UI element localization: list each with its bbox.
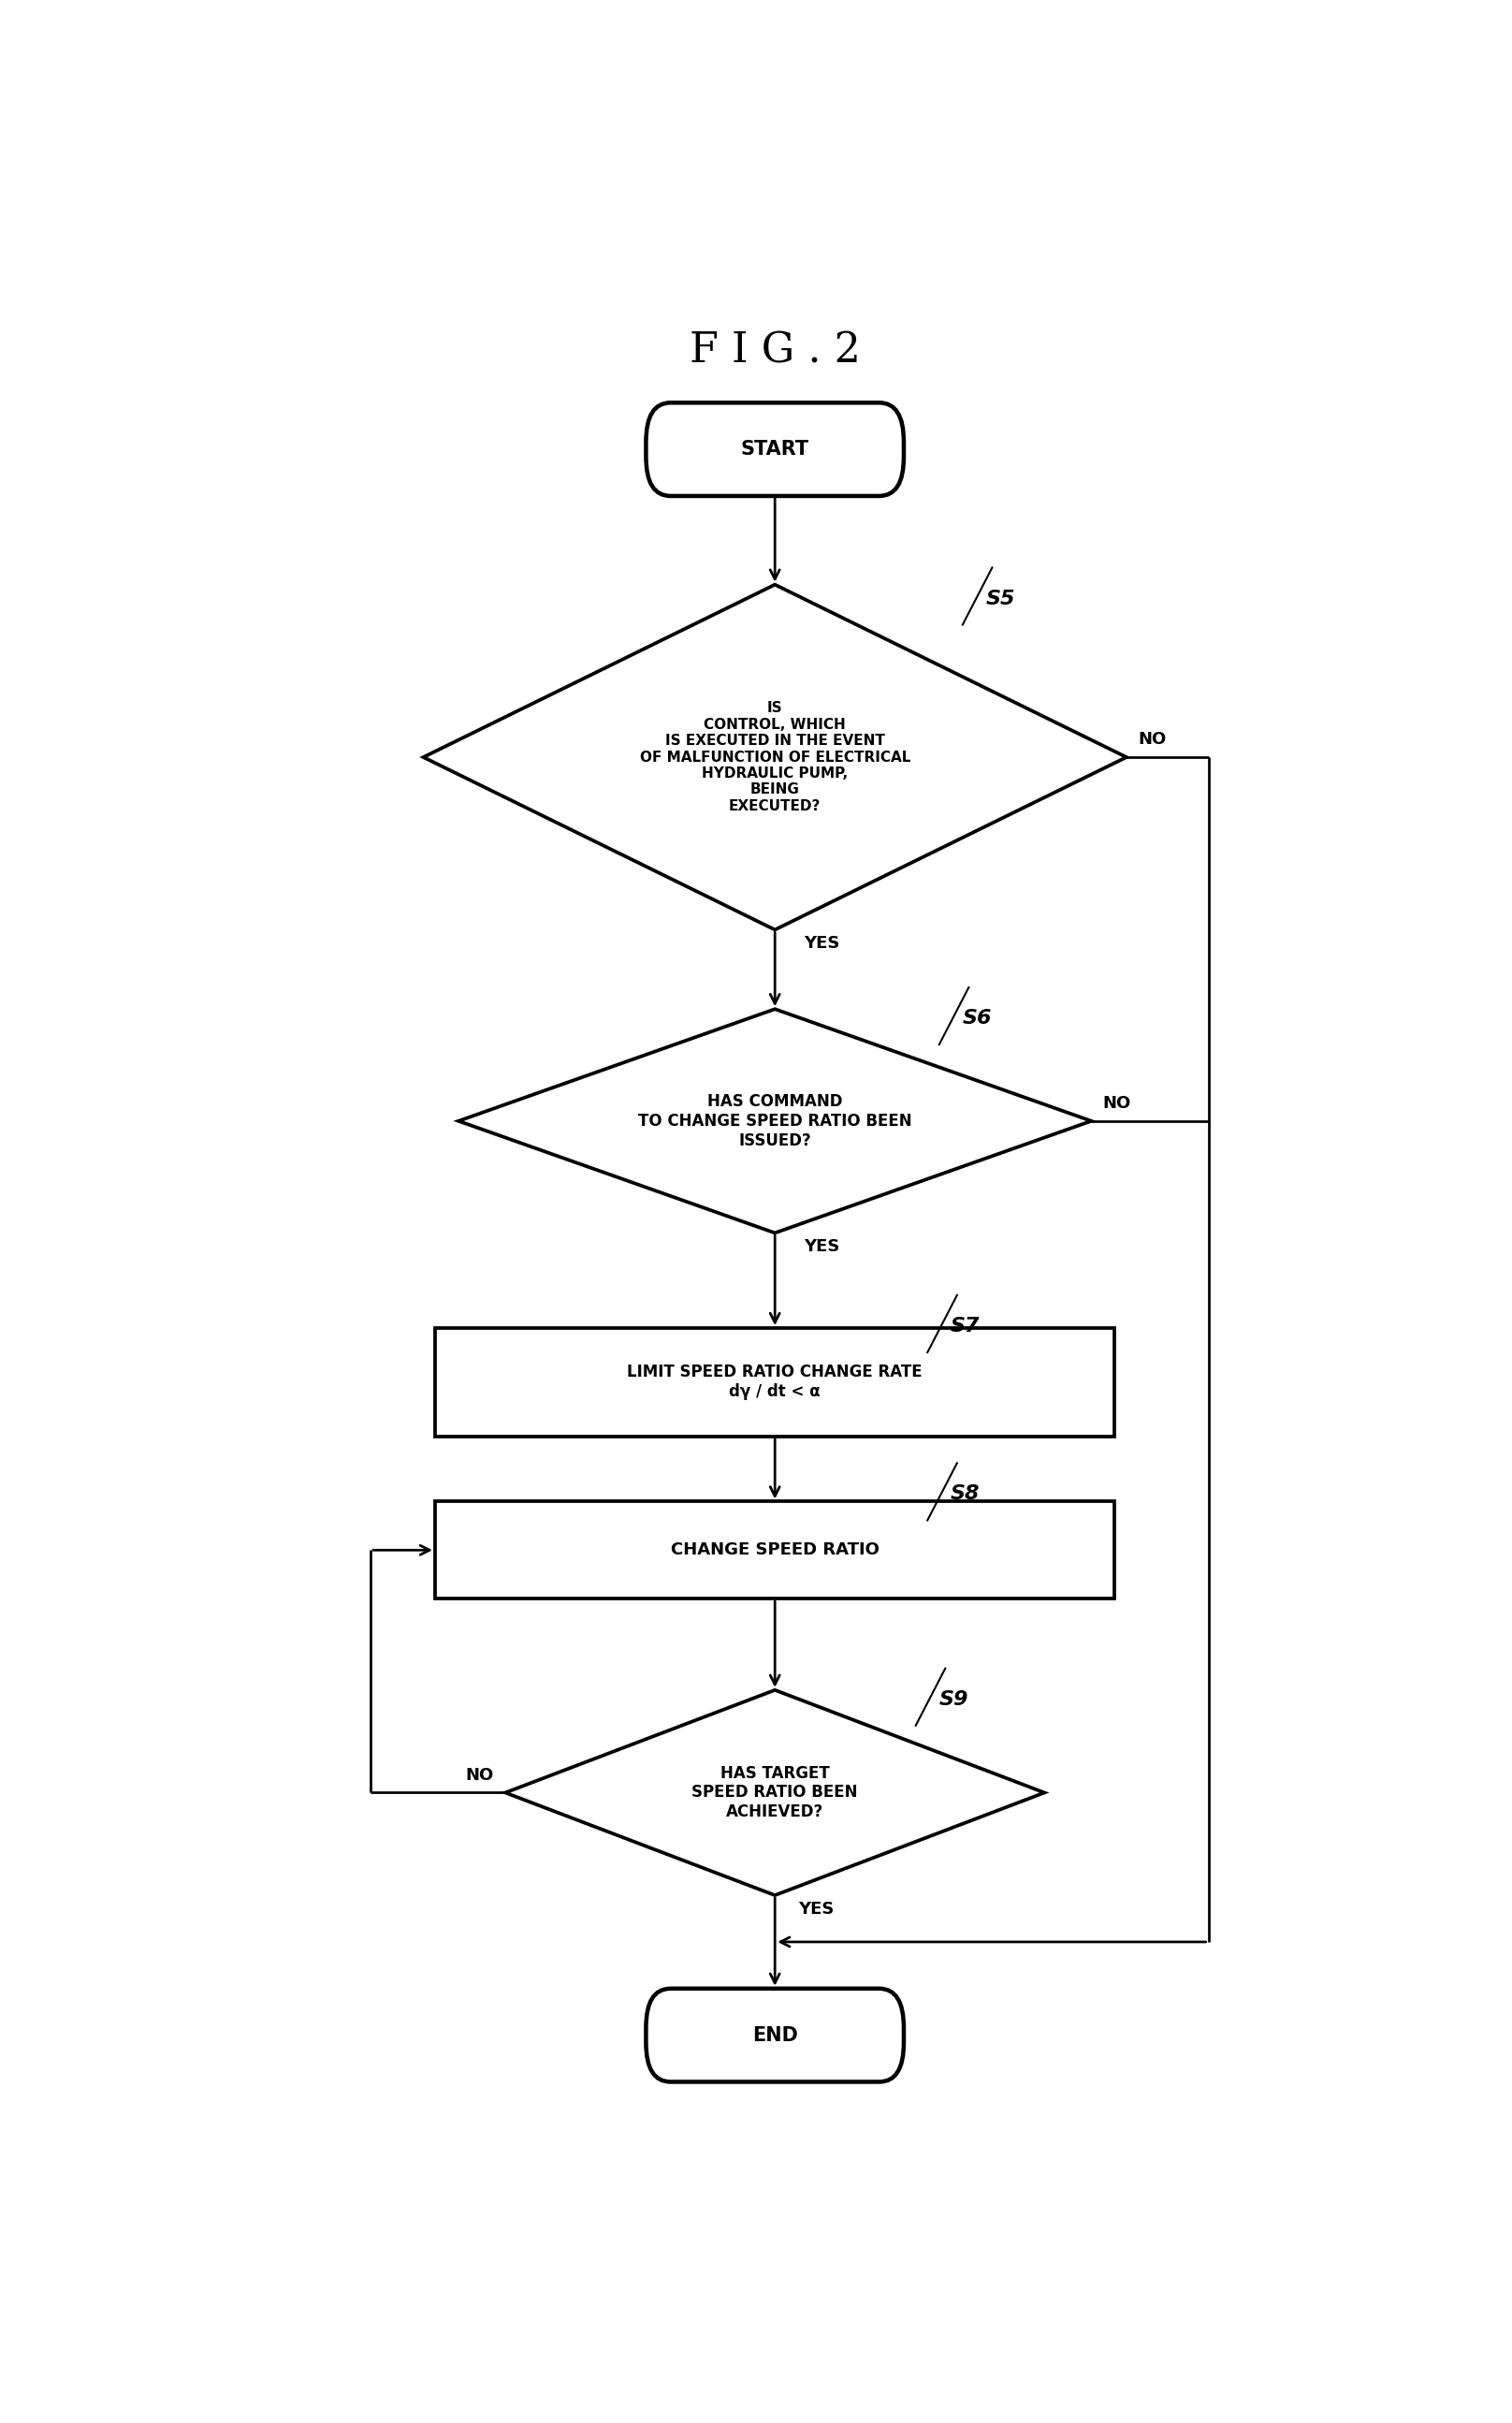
Text: IS
CONTROL, WHICH
IS EXECUTED IN THE EVENT
OF MALFUNCTION OF ELECTRICAL
HYDRAULI: IS CONTROL, WHICH IS EXECUTED IN THE EVE… xyxy=(640,700,910,814)
Text: S7: S7 xyxy=(951,1316,980,1335)
Text: HAS COMMAND
TO CHANGE SPEED RATIO BEEN
ISSUED?: HAS COMMAND TO CHANGE SPEED RATIO BEEN I… xyxy=(638,1093,912,1149)
Bar xyxy=(435,1502,1114,1599)
Text: START: START xyxy=(741,441,809,458)
FancyBboxPatch shape xyxy=(646,1989,904,2081)
Polygon shape xyxy=(458,1008,1092,1233)
FancyBboxPatch shape xyxy=(646,402,904,497)
Text: CHANGE SPEED RATIO: CHANGE SPEED RATIO xyxy=(671,1541,878,1558)
Text: S5: S5 xyxy=(986,589,1015,608)
Text: S9: S9 xyxy=(939,1689,968,1708)
Polygon shape xyxy=(423,584,1126,930)
Text: S6: S6 xyxy=(963,1008,992,1027)
Text: LIMIT SPEED RATIO CHANGE RATE
dγ / dt < α: LIMIT SPEED RATIO CHANGE RATE dγ / dt < … xyxy=(627,1364,922,1400)
Text: NO: NO xyxy=(1104,1095,1131,1112)
Text: S8: S8 xyxy=(951,1485,980,1502)
Text: NO: NO xyxy=(466,1766,493,1783)
Text: NO: NO xyxy=(1139,732,1166,749)
Text: YES: YES xyxy=(804,935,841,952)
Text: HAS TARGET
SPEED RATIO BEEN
ACHIEVED?: HAS TARGET SPEED RATIO BEEN ACHIEVED? xyxy=(692,1764,857,1820)
Bar xyxy=(435,1328,1114,1437)
Text: YES: YES xyxy=(798,1902,835,1917)
Text: END: END xyxy=(751,2026,798,2045)
Text: YES: YES xyxy=(804,1238,841,1255)
Polygon shape xyxy=(505,1691,1045,1895)
Text: F I G . 2: F I G . 2 xyxy=(689,330,860,371)
